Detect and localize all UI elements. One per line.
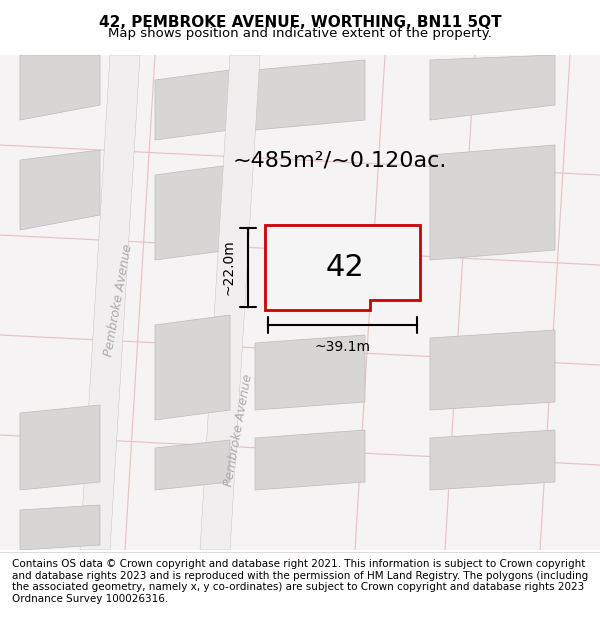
Text: 42, PEMBROKE AVENUE, WORTHING, BN11 5QT: 42, PEMBROKE AVENUE, WORTHING, BN11 5QT (98, 16, 502, 31)
Polygon shape (430, 430, 555, 490)
Text: ~39.1m: ~39.1m (314, 340, 371, 354)
Text: ~22.0m: ~22.0m (221, 239, 235, 296)
Polygon shape (155, 165, 230, 260)
Polygon shape (20, 505, 100, 550)
Polygon shape (20, 150, 100, 230)
Polygon shape (430, 55, 555, 120)
Polygon shape (20, 55, 100, 120)
Polygon shape (255, 335, 365, 410)
Polygon shape (255, 60, 365, 130)
Polygon shape (155, 315, 230, 420)
Text: ~485m²/~0.120ac.: ~485m²/~0.120ac. (233, 150, 447, 170)
Polygon shape (430, 145, 555, 260)
Polygon shape (155, 440, 230, 490)
Text: 42: 42 (326, 254, 364, 282)
Polygon shape (80, 55, 140, 550)
Text: Pembroke Avenue: Pembroke Avenue (221, 372, 254, 488)
Polygon shape (265, 225, 420, 310)
Text: Map shows position and indicative extent of the property.: Map shows position and indicative extent… (108, 27, 492, 39)
Polygon shape (155, 70, 230, 140)
Polygon shape (255, 430, 365, 490)
Text: Pembroke Avenue: Pembroke Avenue (101, 242, 134, 357)
Polygon shape (430, 330, 555, 410)
Text: Contains OS data © Crown copyright and database right 2021. This information is : Contains OS data © Crown copyright and d… (12, 559, 588, 604)
Polygon shape (200, 55, 260, 550)
Polygon shape (20, 405, 100, 490)
